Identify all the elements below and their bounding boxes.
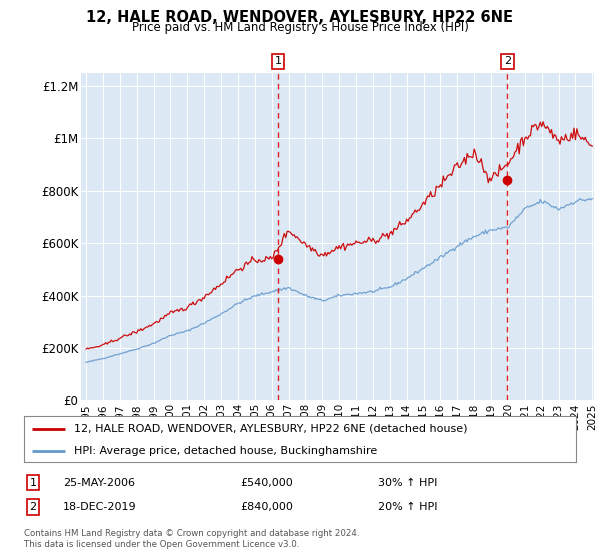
Text: 18-DEC-2019: 18-DEC-2019: [63, 502, 137, 512]
Text: Price paid vs. HM Land Registry's House Price Index (HPI): Price paid vs. HM Land Registry's House …: [131, 21, 469, 34]
Text: 2: 2: [29, 502, 37, 512]
Text: HPI: Average price, detached house, Buckinghamshire: HPI: Average price, detached house, Buck…: [74, 446, 377, 455]
Text: 12, HALE ROAD, WENDOVER, AYLESBURY, HP22 6NE: 12, HALE ROAD, WENDOVER, AYLESBURY, HP22…: [86, 10, 514, 25]
Text: 20% ↑ HPI: 20% ↑ HPI: [378, 502, 437, 512]
Text: 30% ↑ HPI: 30% ↑ HPI: [378, 478, 437, 488]
Text: 1: 1: [275, 57, 281, 66]
Text: £840,000: £840,000: [240, 502, 293, 512]
Text: £540,000: £540,000: [240, 478, 293, 488]
Text: 12, HALE ROAD, WENDOVER, AYLESBURY, HP22 6NE (detached house): 12, HALE ROAD, WENDOVER, AYLESBURY, HP22…: [74, 424, 467, 434]
Text: 25-MAY-2006: 25-MAY-2006: [63, 478, 135, 488]
Text: 2: 2: [504, 57, 511, 66]
Text: Contains HM Land Registry data © Crown copyright and database right 2024.
This d: Contains HM Land Registry data © Crown c…: [24, 529, 359, 549]
Text: 1: 1: [29, 478, 37, 488]
